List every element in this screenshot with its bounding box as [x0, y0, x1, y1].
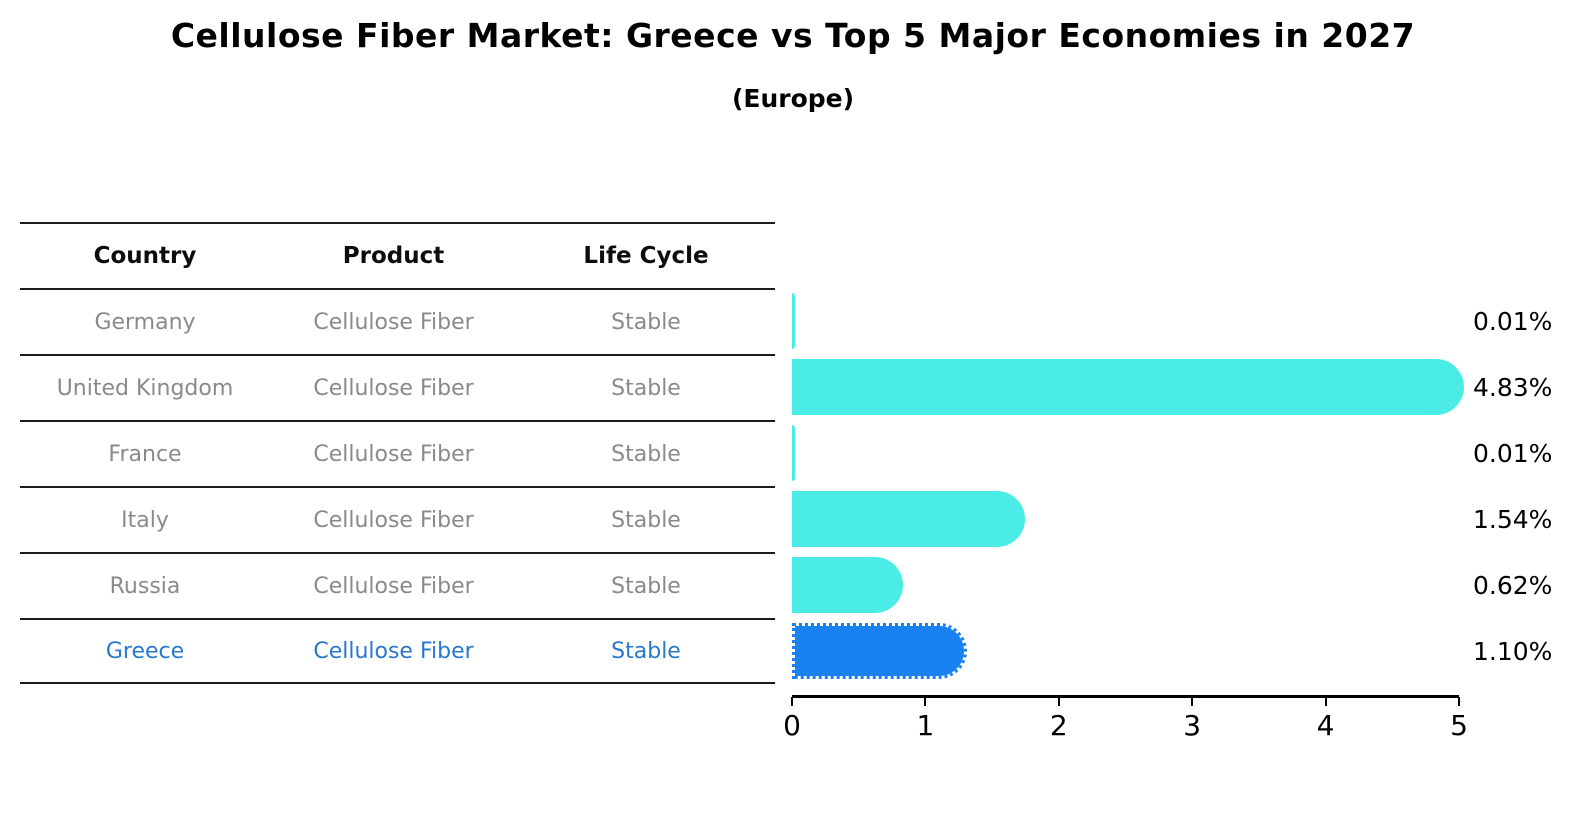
column-header-life-cycle: Life Cycle [583, 243, 709, 269]
chart-title: Cellulose Fiber Market: Greece vs Top 5 … [170, 16, 1416, 55]
life-cycle-cell: Stable [611, 507, 681, 533]
bar-germany [792, 293, 795, 349]
life-cycle-cell: Stable [611, 375, 681, 401]
tick-label: 5 [1450, 709, 1468, 742]
tick-mark [1057, 697, 1060, 706]
x-axis: 0 1 2 3 4 5 [783, 695, 1468, 742]
tick-mark [791, 697, 793, 706]
tick-label: 3 [1183, 709, 1202, 742]
country-cell: Germany [94, 309, 196, 335]
life-cycle-cell: Stable [611, 573, 681, 599]
country-cell: Greece [105, 638, 185, 664]
tick-label: 4 [1316, 709, 1335, 742]
bar-row-greece [792, 618, 1459, 684]
product-cell: Cellulose Fiber [313, 507, 474, 533]
bar-united-kingdom [792, 359, 1465, 415]
bar-italy [792, 491, 1026, 547]
bar-row-russia [792, 552, 1459, 618]
tick-mark [1458, 697, 1460, 706]
country-table: Country Product Life Cycle Germany Cellu… [20, 222, 775, 684]
table-header-row: Country Product Life Cycle [20, 222, 775, 288]
bar-row-france [792, 420, 1459, 486]
tick-label: 1 [916, 709, 935, 742]
table-row-france: France Cellulose Fiber Stable [20, 420, 775, 486]
life-cycle-cell: Stable [611, 309, 681, 335]
table-row-russia: Russia Cellulose Fiber Stable [20, 552, 775, 618]
bar-row-united-kingdom [792, 354, 1465, 420]
bar-greece [792, 623, 967, 679]
product-cell: Cellulose Fiber [313, 375, 474, 401]
chart-subtitle: (Europe) [731, 84, 855, 113]
bar-russia [792, 557, 903, 613]
value-label-italy: 1.54% [1473, 504, 1553, 534]
x-axis-line [792, 695, 1459, 698]
column-header-product: Product [342, 243, 445, 269]
value-label-united-kingdom: 4.83% [1473, 372, 1553, 402]
product-cell: Cellulose Fiber [313, 309, 474, 335]
value-label-germany: 0.01% [1473, 306, 1553, 336]
tick-mark [924, 697, 927, 706]
tick-label: 2 [1049, 709, 1068, 742]
value-label-france: 0.01% [1473, 438, 1553, 468]
tick-mark [1191, 697, 1194, 706]
country-cell: Italy [121, 507, 169, 533]
country-cell: Russia [109, 573, 181, 599]
value-label-greece: 1.10% [1473, 636, 1553, 666]
column-header-country: Country [93, 243, 197, 269]
bar-row-italy [792, 486, 1459, 552]
value-label-russia: 0.62% [1473, 570, 1553, 600]
country-cell: France [108, 441, 182, 467]
bar-france [792, 425, 795, 481]
table-row-greece: Greece Cellulose Fiber Stable [20, 618, 775, 684]
life-cycle-cell: Stable [611, 638, 681, 664]
value-labels: 0.01% 4.83% 0.01% 1.54% 0.62% 1.10% [1473, 288, 1583, 684]
tick-label: 0 [783, 709, 801, 742]
bar-row-germany [792, 288, 1459, 354]
tick-mark [1324, 697, 1327, 706]
product-cell: Cellulose Fiber [313, 441, 474, 467]
life-cycle-cell: Stable [611, 441, 681, 467]
bar-chart [792, 288, 1465, 684]
product-cell: Cellulose Fiber [313, 638, 474, 664]
table-row-italy: Italy Cellulose Fiber Stable [20, 486, 775, 552]
country-cell: United Kingdom [56, 375, 234, 401]
table-row-germany: Germany Cellulose Fiber Stable [20, 288, 775, 354]
product-cell: Cellulose Fiber [313, 573, 474, 599]
table-row-united-kingdom: United Kingdom Cellulose Fiber Stable [20, 354, 775, 420]
